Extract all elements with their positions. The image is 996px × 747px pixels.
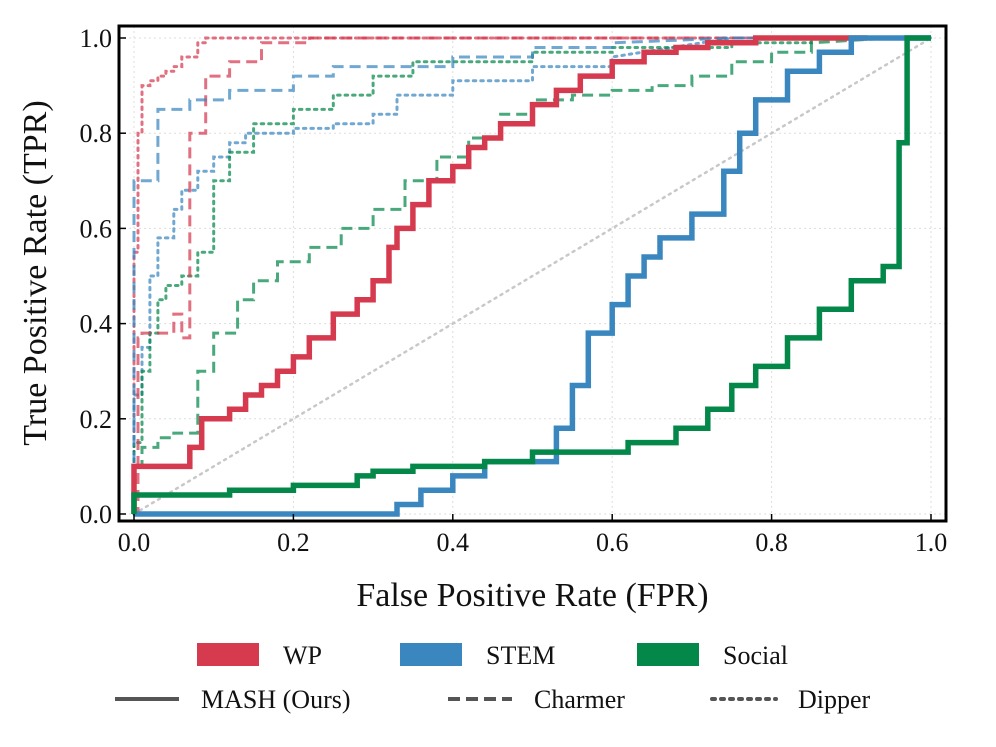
roc-curve-wp-charmer (134, 36, 931, 516)
legend-label-dipper: Dipper (798, 685, 871, 714)
legend-swatch-stem (400, 643, 462, 666)
legend-label-stem: STEM (486, 641, 555, 670)
legend-swatch-wp (197, 643, 259, 666)
x-axis-label: False Positive Rate (FPR) (356, 577, 708, 614)
legend-label-charmer: Charmer (534, 685, 625, 714)
legend-label-mash: MASH (Ours) (201, 685, 351, 714)
y-tick-label: 0.6 (80, 214, 113, 243)
roc-curve-wp-dipper (132, 36, 933, 516)
plot-frame (117, 24, 948, 523)
y-tick-label: 0.4 (80, 310, 113, 339)
roc-curve-wp-mash (131, 35, 868, 514)
roc-curve-stem-mash (134, 35, 931, 517)
legend-swatch-social (637, 643, 699, 666)
legend-label-wp: WP (283, 641, 322, 670)
x-tick-label: 0.4 (437, 528, 470, 557)
roc-curve-social-charmer (132, 36, 931, 514)
y-axis-ticks: 0.0 0.2 0.4 0.6 0.8 1.0 (80, 24, 126, 529)
y-tick-label: 0.0 (80, 500, 113, 529)
x-tick-label: 0.8 (755, 528, 788, 557)
roc-curve-stem-charmer (132, 36, 931, 514)
grid-layer (119, 26, 946, 521)
x-tick-label: 1.0 (915, 528, 948, 557)
series-layer (131, 35, 933, 517)
legend-label-social: Social (723, 641, 788, 670)
x-tick-label: 0.6 (596, 528, 629, 557)
x-tick-label: 0.0 (118, 528, 151, 557)
y-axis-label: True Positive Rate (TPR) (17, 100, 54, 445)
roc-curve-stem-dipper (132, 36, 933, 516)
x-axis-ticks: 0.0 0.2 0.4 0.6 0.8 1.0 (118, 514, 948, 557)
x-tick-label: 0.2 (277, 528, 310, 557)
y-tick-label: 0.8 (80, 119, 113, 148)
y-tick-label: 0.2 (80, 405, 113, 434)
chance-diagonal (132, 36, 933, 516)
y-tick-label: 1.0 (80, 24, 113, 53)
legend: WP STEM Social MASH (Ours) Charmer Dippe… (115, 641, 871, 714)
roc-curve-social-mash (131, 35, 931, 514)
